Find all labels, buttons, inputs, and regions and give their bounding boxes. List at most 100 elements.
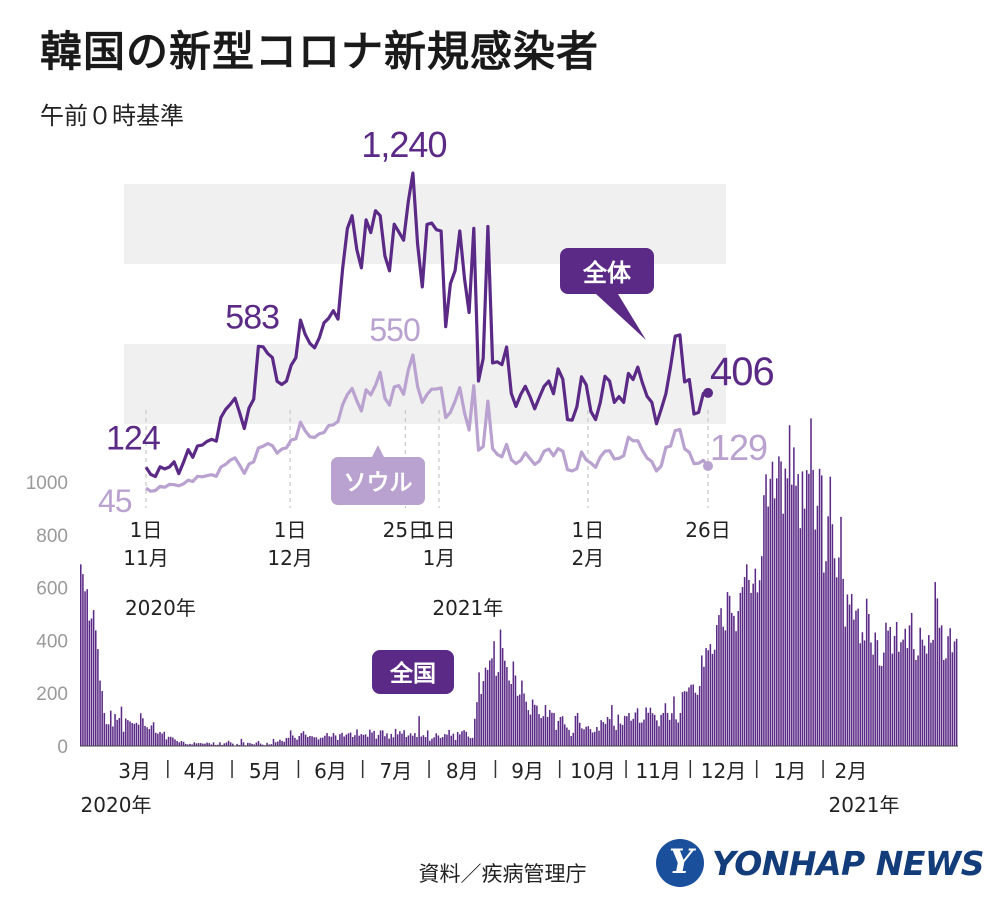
bar xyxy=(908,625,911,746)
bar xyxy=(857,608,859,746)
bar xyxy=(788,425,791,746)
bar xyxy=(737,611,739,746)
total-tag-box xyxy=(560,248,654,340)
bar xyxy=(803,508,806,746)
bar xyxy=(713,649,716,746)
bar xyxy=(585,726,587,746)
bar xyxy=(608,719,611,746)
bar xyxy=(364,734,367,746)
month-label: 9月 xyxy=(511,759,544,783)
logo-mark-letter: Y xyxy=(669,842,694,882)
bar xyxy=(197,743,200,746)
bar xyxy=(671,713,673,746)
bar xyxy=(369,729,371,746)
total-max-label: 1,240 xyxy=(361,124,446,165)
month-label: 12月 xyxy=(701,759,746,783)
bar xyxy=(386,733,388,746)
bar xyxy=(424,737,427,746)
page-title: 韓国の新型コロナ新規感染者 xyxy=(40,27,600,76)
bar xyxy=(399,731,401,746)
bar xyxy=(692,684,694,746)
bar xyxy=(917,655,919,746)
bar xyxy=(805,470,808,746)
bar xyxy=(433,737,435,746)
bar xyxy=(142,718,144,746)
bar xyxy=(701,655,703,746)
bar xyxy=(679,713,682,746)
bar xyxy=(268,744,270,746)
bar xyxy=(900,642,902,746)
bar xyxy=(300,733,303,746)
bar xyxy=(255,742,258,746)
bar xyxy=(743,577,746,746)
bar xyxy=(516,695,519,746)
bar xyxy=(454,739,457,746)
x-tick-day: 1日 xyxy=(274,518,307,542)
bar xyxy=(638,722,641,746)
bar xyxy=(688,687,690,746)
seoul-tag-label: ソウル xyxy=(344,470,413,496)
bar xyxy=(223,743,226,746)
bar xyxy=(812,469,814,746)
bar xyxy=(859,643,862,746)
bar xyxy=(463,730,465,746)
bar xyxy=(296,739,298,746)
bar xyxy=(506,667,508,746)
bar xyxy=(401,733,403,746)
bar xyxy=(621,724,624,746)
bar xyxy=(662,713,665,746)
bar xyxy=(189,743,191,746)
bar xyxy=(150,725,153,746)
bar xyxy=(934,582,936,746)
bar xyxy=(615,729,617,746)
bar xyxy=(358,735,360,746)
y-tick-label: 200 xyxy=(36,684,68,705)
bar xyxy=(602,721,605,746)
bar xyxy=(159,732,161,746)
bar xyxy=(799,528,802,746)
bar xyxy=(778,456,780,746)
month-label: 6月 xyxy=(314,759,347,783)
bar xyxy=(829,476,832,746)
bar xyxy=(225,742,228,746)
bar xyxy=(553,713,555,746)
bar xyxy=(613,725,615,746)
bar xyxy=(741,587,744,746)
bar xyxy=(512,661,515,746)
bar xyxy=(103,713,106,746)
bar xyxy=(182,741,185,746)
bar xyxy=(510,683,512,746)
bar xyxy=(938,627,941,746)
bar xyxy=(101,691,103,746)
yonhap-news-logo: Y YONHAP NEWS xyxy=(656,838,985,888)
x-tick-month: 1月 xyxy=(423,546,456,570)
background-band xyxy=(124,344,726,424)
bar xyxy=(780,461,782,746)
bar xyxy=(435,733,438,746)
bar xyxy=(765,474,767,746)
bar xyxy=(345,734,348,746)
bar xyxy=(891,653,894,746)
bar xyxy=(191,744,193,746)
bar xyxy=(793,447,795,746)
bar xyxy=(883,652,885,746)
bar xyxy=(536,705,538,746)
bar xyxy=(904,628,906,746)
bar xyxy=(572,732,575,746)
bar xyxy=(148,729,151,746)
bar xyxy=(450,735,453,746)
bar xyxy=(313,737,315,746)
bar xyxy=(165,739,168,746)
bar xyxy=(390,733,393,746)
bar xyxy=(844,626,847,746)
total-series-line xyxy=(144,171,709,479)
bar xyxy=(448,729,450,746)
bar xyxy=(375,738,378,746)
month-label: 2月 xyxy=(835,759,868,783)
month-label: 7月 xyxy=(379,759,412,783)
bar xyxy=(407,735,410,746)
bar xyxy=(272,738,275,746)
bar xyxy=(786,478,789,746)
bar xyxy=(172,737,174,746)
bar xyxy=(206,742,208,746)
